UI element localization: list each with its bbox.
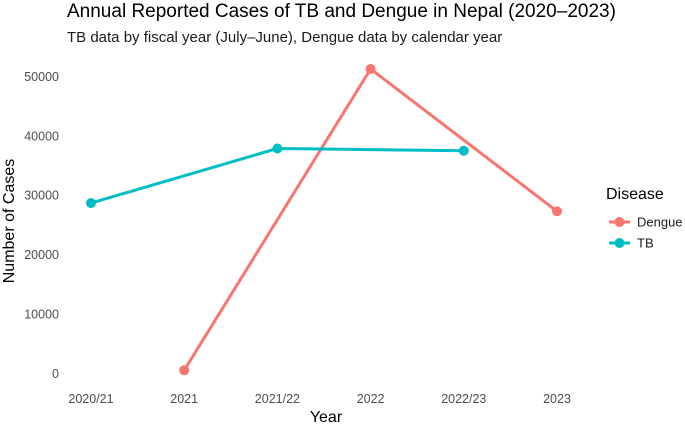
chart-subtitle: TB data by fiscal year (July–June), Deng… [67,29,502,46]
legend-item-dengue: Dengue [609,215,683,230]
plot-area [86,63,562,376]
x-tick-label: 2021/22 [255,392,300,406]
tb-data-point [458,145,469,156]
x-axis-title: Year [310,409,343,424]
y-tick-label: 30000 [24,189,59,203]
x-axis: 2020/21 2021 2021/22 2022 2022/23 2023 [68,392,571,406]
legend-title: Disease [606,186,664,203]
y-tick-label: 50000 [24,70,59,84]
x-tick-label: 2022/23 [441,392,486,406]
x-tick-label: 2020/21 [68,392,113,406]
legend-key-point [614,217,625,227]
y-tick-label: 0 [52,367,59,381]
y-tick-label: 40000 [24,129,59,143]
legend-item-tb: TB [609,236,654,251]
dengue-data-point [552,206,562,217]
legend: Disease Dengue TB [606,186,683,251]
legend-key-point [614,238,625,248]
legend-label: TB [637,236,654,251]
legend-label: Dengue [637,215,683,230]
y-tick-label: 10000 [24,308,59,322]
chart-title: Annual Reported Cases of TB and Dengue i… [67,1,616,22]
y-tick-label: 20000 [24,248,59,262]
x-tick-label: 2023 [543,392,571,406]
tb-data-point [272,143,283,154]
dengue-data-point [365,63,376,74]
y-axis: 0 10000 20000 30000 40000 50000 [24,70,59,381]
x-tick-label: 2021 [170,392,198,406]
tb-data-point [86,198,96,209]
dengue-series-line [182,67,558,372]
tb-series-line [90,146,464,205]
dengue-data-point [179,365,190,376]
y-axis-title: Number of Cases [1,159,18,284]
x-tick-label: 2022 [357,392,385,406]
